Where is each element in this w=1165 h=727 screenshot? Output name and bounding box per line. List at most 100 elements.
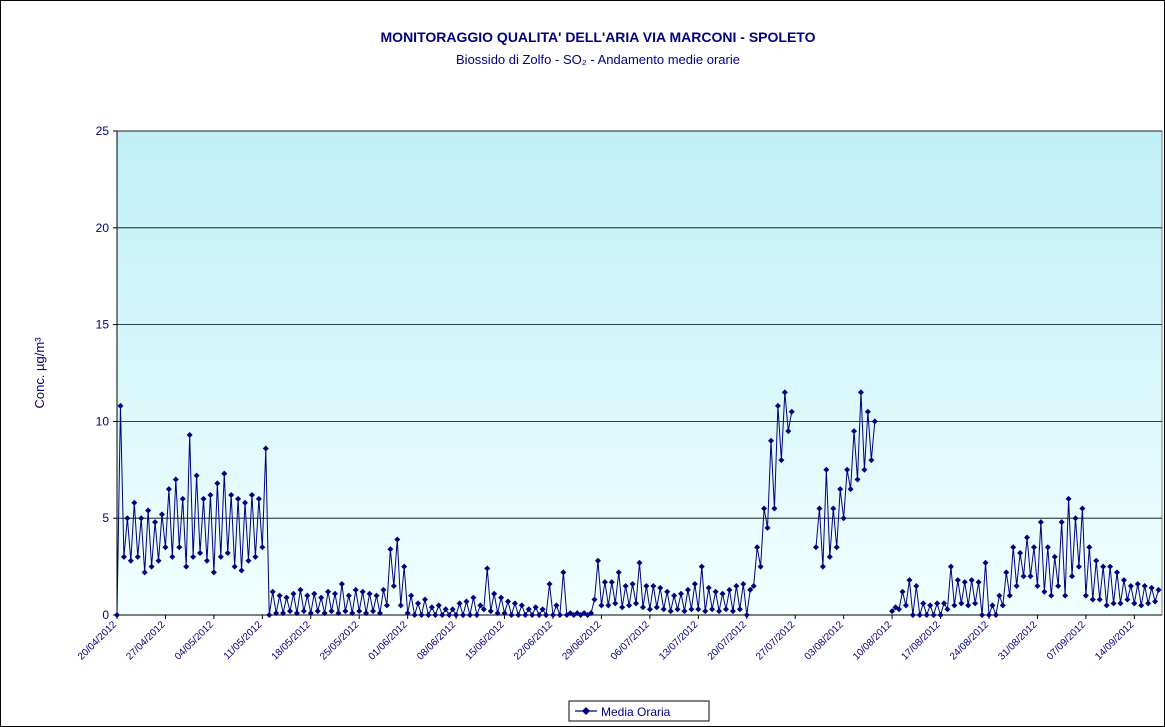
data-point xyxy=(425,612,432,618)
data-point xyxy=(421,596,428,603)
data-point xyxy=(629,581,636,588)
legend-label: Media Oraria xyxy=(601,705,671,719)
legend-box xyxy=(568,700,710,722)
data-point xyxy=(1124,596,1131,603)
data-point xyxy=(169,553,176,560)
data-point xyxy=(594,557,601,564)
data-point xyxy=(889,608,896,615)
data-point xyxy=(342,608,349,615)
data-point xyxy=(1152,598,1159,605)
data-point xyxy=(152,519,159,526)
data-point xyxy=(387,546,394,553)
data-point xyxy=(1051,553,1058,560)
data-point xyxy=(761,505,768,512)
data-point xyxy=(473,612,480,618)
data-point xyxy=(678,590,685,597)
data-point xyxy=(505,598,512,605)
data-point xyxy=(383,602,390,609)
data-point xyxy=(941,600,948,607)
data-point xyxy=(525,606,532,613)
data-point xyxy=(688,606,695,613)
data-point xyxy=(259,544,266,551)
data-point xyxy=(608,579,615,586)
data-point xyxy=(989,602,996,609)
data-point xyxy=(1034,582,1041,589)
data-point xyxy=(141,569,148,576)
data-point xyxy=(276,592,283,599)
data-point xyxy=(221,470,228,477)
data-point xyxy=(328,608,335,615)
chart-title: MONITORAGGIO QUALITA' DELL'ARIA VIA MARC… xyxy=(381,29,816,45)
data-point xyxy=(954,577,961,584)
data-point xyxy=(165,486,172,493)
chart-subtitle: Biossido di Zolfo - SO₂ - Andamento medi… xyxy=(456,52,740,67)
data-point xyxy=(723,606,730,613)
data-point xyxy=(754,544,761,551)
data-point xyxy=(300,608,307,615)
data-point xyxy=(248,491,255,498)
data-point xyxy=(920,600,927,607)
y-tick-label: 25 xyxy=(96,124,110,138)
data-point xyxy=(287,608,294,615)
data-point xyxy=(726,586,733,593)
data-point xyxy=(1138,602,1145,609)
data-point xyxy=(511,600,518,607)
data-point xyxy=(1006,592,1013,599)
data-point xyxy=(366,590,373,597)
data-point xyxy=(840,515,847,522)
data-point xyxy=(515,612,522,618)
data-point xyxy=(210,569,217,576)
data-point xyxy=(979,612,986,618)
data-point xyxy=(996,592,1003,599)
data-point xyxy=(1044,544,1051,551)
data-point xyxy=(359,588,366,595)
data-point xyxy=(778,457,785,464)
data-point xyxy=(622,582,629,589)
data-point xyxy=(923,612,930,618)
data-point xyxy=(764,524,771,531)
data-point xyxy=(172,476,179,483)
data-point xyxy=(428,604,435,611)
data-point xyxy=(200,495,207,502)
data-point xyxy=(338,581,345,588)
data-point xyxy=(363,610,370,617)
data-point xyxy=(1062,592,1069,599)
data-point xyxy=(1048,592,1055,599)
data-point xyxy=(698,563,705,570)
data-point xyxy=(1145,600,1152,607)
data-point xyxy=(352,586,359,593)
data-point xyxy=(1072,515,1079,522)
data-point xyxy=(546,581,553,588)
data-point xyxy=(179,495,186,502)
data-point xyxy=(117,402,124,409)
data-point xyxy=(1082,592,1089,599)
data-point xyxy=(1069,573,1076,580)
data-point xyxy=(591,596,598,603)
data-point xyxy=(788,408,795,415)
data-point xyxy=(681,608,688,615)
data-point xyxy=(899,588,906,595)
data-point xyxy=(985,612,992,618)
data-point xyxy=(321,610,328,617)
data-point xyxy=(345,592,352,599)
data-point xyxy=(1089,596,1096,603)
data-point xyxy=(252,553,259,560)
data-point xyxy=(619,604,626,611)
data-point xyxy=(536,612,543,618)
data-point xyxy=(671,592,678,599)
data-point xyxy=(851,428,858,435)
data-point xyxy=(197,550,204,557)
data-point xyxy=(446,612,453,618)
data-point xyxy=(847,486,854,493)
data-point xyxy=(639,604,646,611)
data-point xyxy=(951,602,958,609)
data-point xyxy=(909,612,916,618)
data-point xyxy=(1141,582,1148,589)
data-point xyxy=(162,544,169,551)
data-point xyxy=(235,495,242,502)
data-point xyxy=(508,612,515,618)
data-point xyxy=(657,584,664,591)
data-point xyxy=(491,590,498,597)
data-point xyxy=(273,610,280,617)
data-point xyxy=(487,608,494,615)
